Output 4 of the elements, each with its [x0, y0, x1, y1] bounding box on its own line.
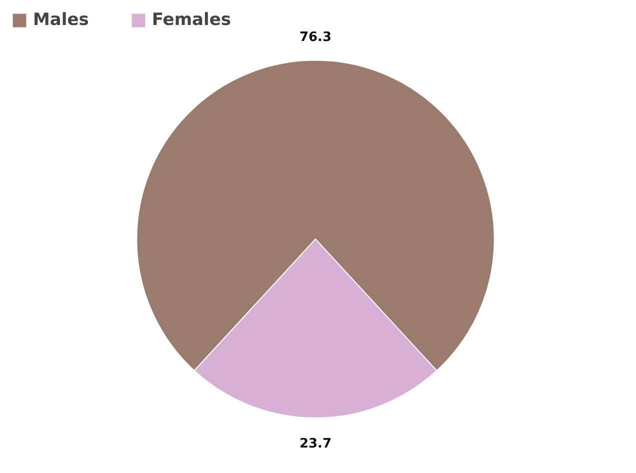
data-label: 76.3 — [299, 30, 332, 45]
data-label: 23.7 — [299, 436, 332, 452]
legend-label: Females — [152, 10, 231, 30]
legend-label: Males — [33, 10, 89, 30]
